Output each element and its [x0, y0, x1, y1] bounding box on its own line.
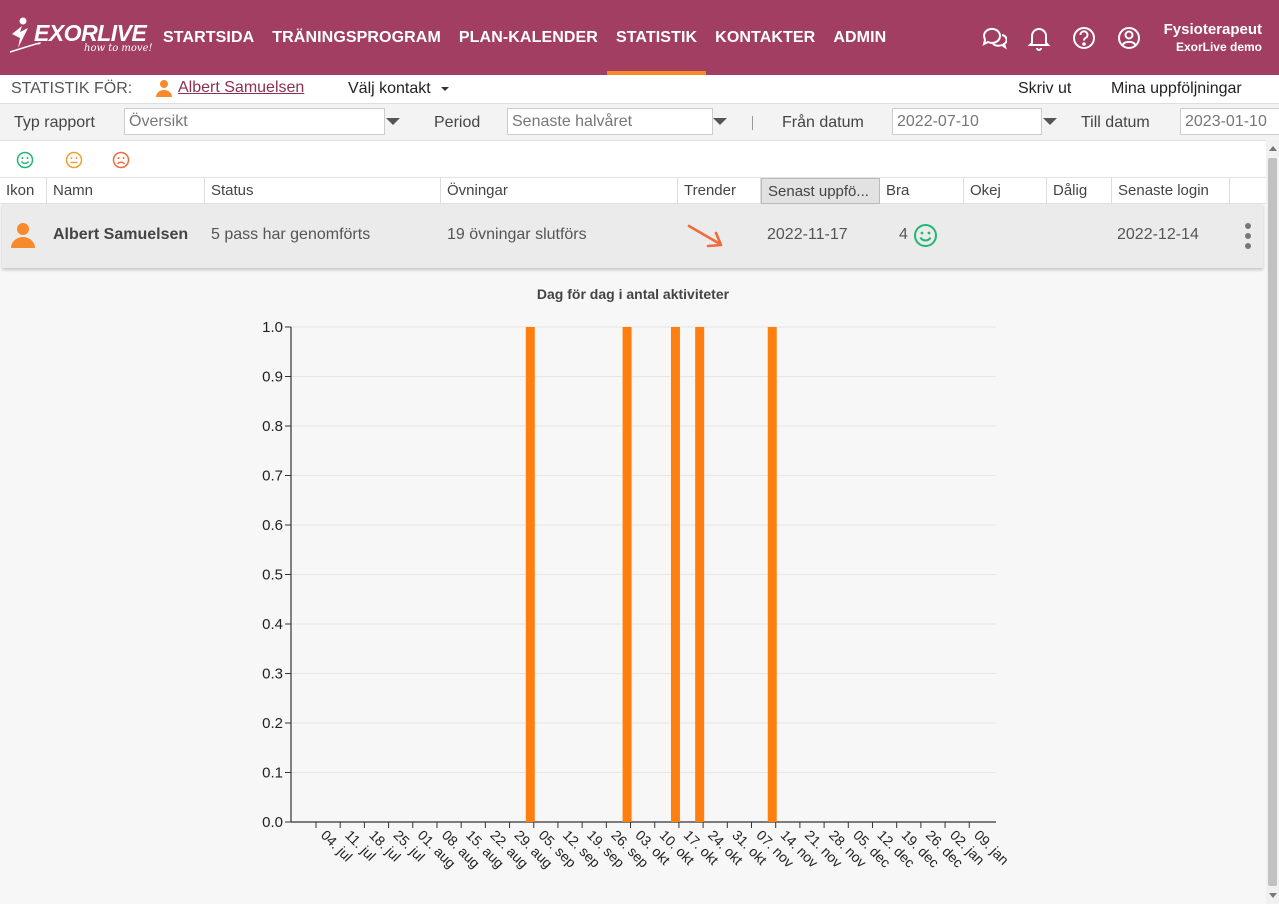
col-header-name[interactable]: Namn	[47, 178, 205, 204]
col-header-ok[interactable]: Okej	[964, 178, 1047, 204]
nav-item-kontakter[interactable]: KONTAKTER	[715, 28, 816, 46]
mood-filter-row	[0, 140, 1266, 177]
main-nav: STARTSIDA TRÄNINGSPROGRAM PLAN-KALENDER STA…	[154, 0, 895, 75]
y-tick-label: 0.2	[262, 715, 283, 732]
row-exercises: 19 övningar slutförs	[447, 226, 587, 243]
nav-item-träningsprogram[interactable]: TRÄNINGSPROGRAM	[272, 28, 441, 46]
person-icon	[156, 80, 172, 97]
period-select[interactable]: Senaste halvåret	[507, 108, 713, 135]
table-row[interactable]: Albert Samuelsen 5 pass har genomförts 1…	[2, 204, 1263, 268]
y-tick-label: 0.3	[262, 666, 283, 683]
nav-item-statistik[interactable]: STATISTIK	[606, 0, 707, 75]
user-info[interactable]: Fysioterapeut ExorLive demo	[1164, 21, 1262, 55]
statistics-for-label: STATISTIK FÖR:	[11, 80, 133, 97]
y-tick-label: 0.7	[262, 468, 283, 485]
nav-item-admin[interactable]: ADMIN	[833, 28, 887, 46]
scroll-up-arrow-icon[interactable]	[1269, 146, 1277, 151]
more-options-icon[interactable]	[1244, 222, 1252, 250]
y-tick-label: 0.1	[262, 765, 283, 782]
col-header-trends[interactable]: Trender	[678, 178, 761, 204]
bar	[622, 327, 632, 822]
to-date-label: Till datum	[1081, 114, 1150, 131]
user-organization: ExorLive demo	[1175, 40, 1262, 54]
col-header-status[interactable]: Status	[205, 178, 441, 204]
statistics-content: Ikon Namn Status Övningar Trender Senast…	[0, 140, 1266, 904]
top-navigation-bar: EXORLIVE how to move! STARTSIDA TRÄNINGSP…	[0, 0, 1279, 75]
statistics-for-bar: STATISTIK FÖR: Albert Samuelsen Välj kon…	[0, 75, 1279, 104]
y-tick-label: 0.6	[262, 517, 283, 534]
report-type-caret-icon[interactable]	[386, 118, 400, 125]
col-header-last-followup[interactable]: Senast uppfö...	[761, 178, 880, 204]
logo-wordmark: EXORLIVE	[34, 20, 147, 46]
row-last-followup: 2022-11-17	[767, 226, 848, 243]
from-date-caret-icon[interactable]	[1043, 118, 1057, 125]
row-name: Albert Samuelsen	[53, 226, 189, 243]
exorlive-logo[interactable]: EXORLIVE how to move!	[8, 14, 153, 60]
col-header-last-login[interactable]: Senaste login	[1112, 178, 1230, 204]
report-type-select[interactable]: Översikt	[124, 108, 385, 135]
bar	[670, 327, 680, 822]
y-tick-label: 0.8	[262, 418, 283, 435]
print-button[interactable]: Skriv ut	[1018, 80, 1072, 97]
col-header-exercises[interactable]: Övningar	[441, 178, 678, 204]
from-date-label: Från datum	[782, 114, 864, 131]
y-tick-label: 0.9	[262, 369, 283, 386]
nav-item-startsida[interactable]: STARTSIDA	[163, 28, 255, 46]
my-followups-button[interactable]: Mina uppföljningar	[1111, 80, 1242, 97]
period-label: Period	[434, 114, 481, 131]
account-icon[interactable]	[1113, 22, 1145, 54]
happy-face-icon[interactable]	[16, 151, 34, 169]
divider	[752, 116, 753, 130]
col-header-good[interactable]: Bra	[880, 178, 964, 204]
chart-title: Dag för dag i antal aktiviteter	[536, 286, 730, 302]
bar	[695, 327, 705, 822]
row-last-login: 2022-12-14	[1117, 226, 1199, 243]
neutral-face-icon[interactable]	[65, 151, 83, 169]
chat-icon[interactable]	[978, 22, 1010, 54]
table-header: Ikon Namn Status Övningar Trender Senast…	[0, 177, 1266, 204]
col-header-icon[interactable]: Ikon	[0, 178, 47, 204]
y-tick-label: 0.5	[262, 567, 283, 584]
row-status: 5 pass har genomförts	[211, 226, 371, 243]
filter-bar: Typ rapport Översikt Period Senaste halv…	[0, 104, 1279, 140]
help-icon[interactable]	[1068, 22, 1100, 54]
logo-figure-icon	[9, 17, 41, 53]
logo-tagline: how to move!	[84, 43, 153, 54]
y-tick-label: 0.0	[262, 814, 283, 831]
activity-bar-chart: 0.00.10.20.30.40.50.60.70.80.91.004. jul…	[262, 319, 1012, 871]
report-type-label: Typ rapport	[14, 114, 95, 131]
bar	[767, 327, 777, 822]
bell-icon[interactable]	[1023, 22, 1055, 54]
to-date-input[interactable]: 2023-01-10	[1180, 108, 1279, 135]
person-icon	[11, 223, 35, 248]
sad-face-icon[interactable]	[112, 151, 130, 169]
choose-contact-label: Välj kontakt	[348, 80, 431, 97]
nav-item-plan-kalender[interactable]: PLAN-KALENDER	[458, 28, 598, 46]
happy-face-icon	[914, 224, 937, 247]
scroll-down-arrow-icon[interactable]	[1269, 893, 1277, 898]
choose-contact-dropdown[interactable]: Välj kontakt	[348, 80, 450, 98]
vertical-scrollbar[interactable]	[1266, 140, 1279, 904]
y-tick-label: 0.4	[262, 616, 283, 633]
col-header-bad[interactable]: Dålig	[1047, 178, 1112, 204]
user-role: Fysioterapeut	[1163, 21, 1262, 38]
y-tick-label: 1.0	[262, 319, 283, 336]
scrollbar-thumb[interactable]	[1268, 158, 1277, 886]
row-good-count: 4	[899, 226, 908, 243]
period-caret-icon[interactable]	[713, 118, 727, 125]
caret-down-icon	[441, 86, 450, 91]
trend-down-arrow-icon	[687, 224, 723, 248]
top-icons	[978, 22, 1145, 54]
from-date-input[interactable]: 2022-07-10	[892, 108, 1042, 135]
selected-contact-link[interactable]: Albert Samuelsen	[178, 79, 305, 96]
bar	[525, 327, 535, 822]
selected-contact[interactable]: Albert Samuelsen	[155, 79, 304, 97]
